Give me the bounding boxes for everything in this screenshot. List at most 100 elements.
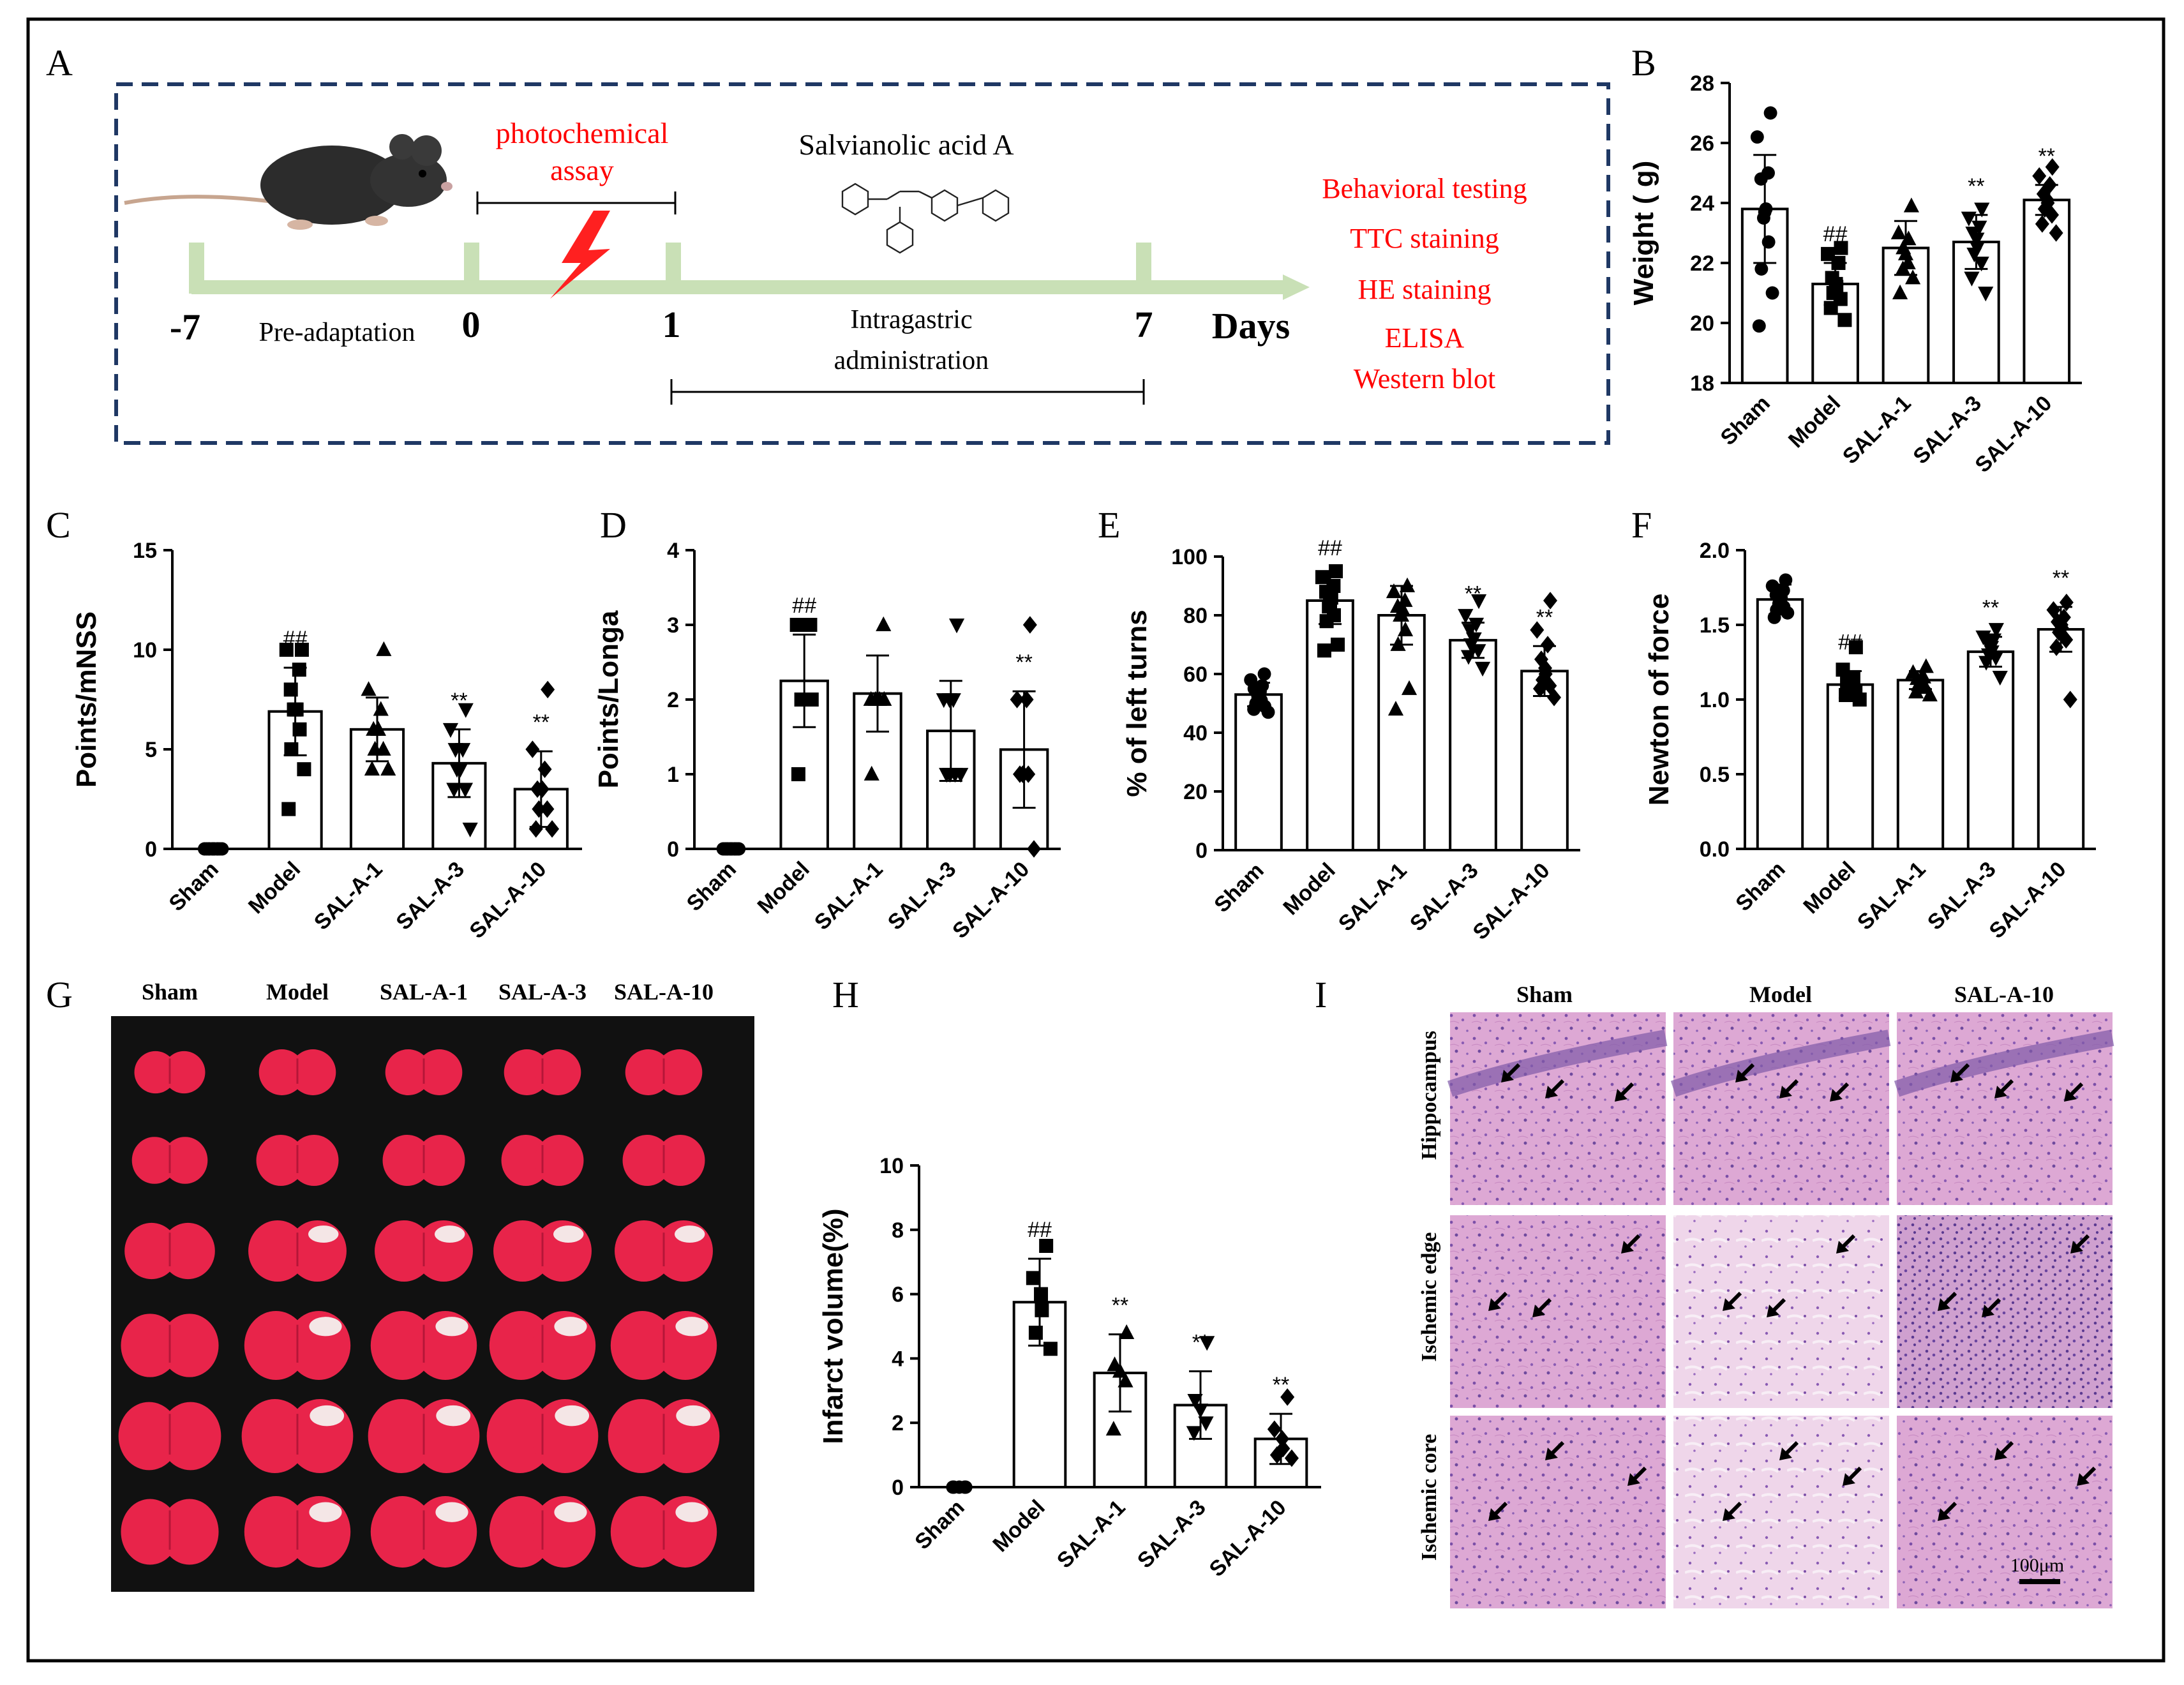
- mouse-illustration: [124, 134, 453, 230]
- data-point: [1897, 245, 1914, 260]
- y-tick-label: 80: [1183, 604, 1208, 628]
- timeline-tick-day-1: [666, 243, 681, 294]
- data-point: [528, 820, 543, 838]
- data-point: [1462, 624, 1478, 639]
- y-tick-label: 20: [1183, 780, 1208, 804]
- panel-letter-d: D: [600, 504, 627, 546]
- x-tick-label: SAL-A-1: [1334, 858, 1412, 936]
- data-point: [2045, 206, 2060, 224]
- data-point: [1922, 686, 1938, 701]
- data-point: [1460, 650, 1477, 665]
- timeline-tick-day-7: [1136, 243, 1151, 294]
- data-point: [1329, 564, 1343, 578]
- data-point: [200, 842, 214, 856]
- brain-slice: [289, 1135, 339, 1186]
- brain-slice: [161, 1222, 215, 1280]
- brain-slice: [290, 1049, 336, 1095]
- data-point: [376, 641, 392, 656]
- data-point: [2059, 594, 2074, 611]
- data-point: [1532, 680, 1547, 698]
- significance-label: **: [1968, 174, 1984, 198]
- lightning-icon: [550, 211, 610, 299]
- data-point: [953, 768, 969, 783]
- data-point: [939, 768, 955, 783]
- data-point: [294, 643, 309, 657]
- y-axis-label: Newton of force: [1643, 594, 1675, 805]
- day-label-0: 0: [462, 304, 481, 345]
- panel-letter-c: C: [46, 504, 71, 546]
- data-point: [1754, 262, 1769, 276]
- data-point: [946, 1480, 960, 1494]
- significance-label: ##: [1823, 222, 1848, 246]
- panel-letter-a: A: [46, 42, 73, 84]
- data-point: [1397, 592, 1413, 607]
- ttc-header-sal-a-10: SAL-A-10: [614, 979, 714, 1005]
- data-point: [297, 762, 311, 777]
- data-point: [1280, 1388, 1295, 1406]
- y-tick-label: 8: [892, 1218, 904, 1243]
- data-point: [364, 761, 380, 776]
- data-point: [1756, 211, 1770, 225]
- data-point: [1964, 271, 1980, 287]
- days-axis-label: Days: [1212, 305, 1290, 347]
- bar: [1449, 639, 1497, 851]
- data-point: [1119, 1324, 1135, 1339]
- data-point: [1105, 1421, 1121, 1436]
- y-tick-label: 0: [892, 1476, 904, 1500]
- y-tick-label: 1: [667, 763, 679, 787]
- data-point: [2045, 158, 2060, 176]
- data-point: [1978, 287, 1994, 302]
- y-axis-label: Points/mNSS: [71, 611, 102, 788]
- data-point: [1022, 616, 1037, 634]
- infarct-area: [436, 1405, 471, 1427]
- data-point: [1269, 1446, 1284, 1464]
- y-tick-label: 22: [1690, 251, 1714, 276]
- bar: [1756, 598, 1804, 850]
- y-tick-label: 1.5: [1700, 613, 1730, 638]
- x-tick-label: SAL-A-10: [1970, 391, 2056, 477]
- data-point: [1978, 655, 1994, 671]
- x-tick-label: Model: [244, 857, 305, 918]
- panel-letter-g: G: [46, 974, 73, 1015]
- data-point: [1918, 658, 1934, 673]
- significance-label: ##: [792, 594, 816, 618]
- timeline-arrow: [1283, 274, 1310, 300]
- brain-slice: [415, 1135, 465, 1186]
- compound-name: Salvianolic acid A: [798, 128, 1013, 161]
- data-point: [1903, 197, 1920, 213]
- significance-label: ##: [1318, 536, 1342, 560]
- data-point: [1834, 241, 1848, 255]
- panel-letter-f: F: [1631, 504, 1652, 546]
- data-point: [1387, 701, 1404, 716]
- data-point: [1543, 592, 1558, 610]
- y-tick-label: 60: [1183, 663, 1208, 687]
- data-point: [1390, 636, 1406, 651]
- data-point: [1837, 313, 1852, 327]
- data-point: [215, 842, 229, 856]
- data-point: [1823, 301, 1838, 315]
- data-point: [1401, 680, 1417, 695]
- he-micrograph: [1897, 1416, 2113, 1608]
- data-point: [732, 842, 746, 856]
- y-tick-label: 2.0: [1700, 539, 1730, 563]
- data-point: [1026, 1271, 1040, 1285]
- significance-label: **: [1192, 1331, 1209, 1355]
- y-tick-label: 1.0: [1700, 688, 1730, 712]
- significance-label: **: [533, 710, 550, 735]
- data-point: [1035, 1303, 1049, 1317]
- bar: [1234, 693, 1283, 851]
- data-point: [1198, 1416, 1214, 1432]
- data-point: [1012, 765, 1027, 783]
- he-row-ischemic-core: Ischemic core: [1417, 1434, 1441, 1561]
- data-point: [458, 703, 474, 718]
- data-point: [1470, 644, 1486, 659]
- data-point: [1458, 609, 1474, 624]
- data-point: [447, 743, 463, 758]
- outcome-western-blot: Western blot: [1354, 363, 1496, 394]
- significance-label: **: [1536, 605, 1553, 629]
- bar: [1966, 650, 2015, 850]
- ttc-header-sham: Sham: [142, 979, 198, 1005]
- figure-border: [26, 17, 2165, 1663]
- outcome-elisa: ELISA: [1385, 322, 1465, 354]
